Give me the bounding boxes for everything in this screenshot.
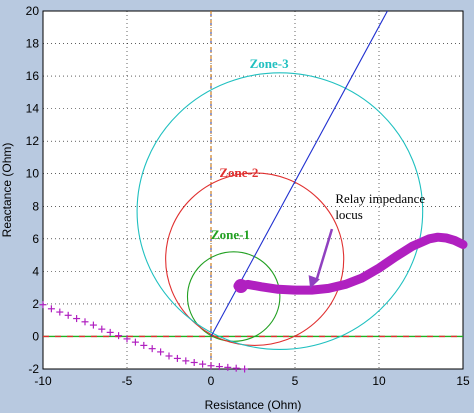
plus-marker	[241, 365, 249, 373]
x-tick-label: 5	[292, 374, 299, 388]
relay-impedance-locus	[233, 232, 468, 295]
plus-marker	[182, 357, 190, 365]
y-tick-label: 4	[32, 264, 39, 278]
plot-area	[42, 10, 464, 370]
x-tick-label: -5	[122, 374, 133, 388]
y-axis-title: Reactance (Ohm)	[0, 143, 14, 238]
plus-marker	[199, 360, 207, 368]
plus-marker	[140, 341, 148, 349]
zone-2-circle	[165, 172, 345, 346]
y-tick-label: 12	[26, 134, 40, 148]
x-axis-title: Resistance (Ohm)	[205, 398, 302, 412]
plus-marker	[39, 301, 47, 309]
y-tick-label: 16	[26, 69, 40, 83]
annotation-text-line: locus	[335, 207, 362, 222]
zone-1-label: Zone-1	[211, 227, 250, 242]
plus-marker	[190, 358, 198, 366]
y-tick-label: 20	[26, 4, 40, 18]
annotation-arrow-head	[308, 275, 320, 289]
zone-3-circle	[136, 72, 424, 351]
plus-marker	[123, 335, 131, 343]
plus-marker	[207, 362, 215, 370]
x-tick-label: 0	[208, 374, 215, 388]
plus-marker	[47, 305, 55, 313]
tick-labels: -10 -5 0 5 10 15 -2 0 2 4 6 8 10 12 14 16 18 20	[26, 4, 470, 388]
y-tick-label: 2	[32, 297, 39, 311]
zone-3-label: Zone-3	[250, 56, 290, 71]
y-tick-label: 8	[32, 199, 39, 213]
plus-marker	[232, 364, 240, 372]
plus-marker	[148, 345, 156, 353]
plus-marker	[81, 318, 89, 326]
plus-marker	[215, 363, 223, 371]
plus-marker	[98, 325, 106, 333]
zone-1-circle	[186, 251, 281, 342]
plus-marker	[73, 315, 81, 323]
plus-marker	[115, 332, 123, 340]
annotation-text-line: Relay impedance	[335, 191, 425, 206]
y-tick-label: 0	[32, 329, 39, 343]
y-tick-label: 14	[26, 102, 40, 116]
x-tick-label: 10	[372, 374, 386, 388]
y-tick-label: -2	[28, 362, 39, 376]
plus-marker	[89, 321, 97, 329]
plus-marker	[56, 308, 64, 316]
plus-marker	[224, 363, 232, 371]
y-tick-label: 18	[26, 37, 40, 51]
zone-2-label: Zone-2	[219, 165, 258, 180]
zero-axes	[43, 11, 463, 369]
plus-marker	[64, 311, 72, 319]
plus-marker	[131, 338, 139, 346]
x-tick-label: -10	[34, 374, 52, 388]
x-tick-label: 15	[456, 374, 470, 388]
locus-start-marker	[233, 279, 248, 294]
plus-marker	[165, 352, 173, 360]
annotation-arrow-shaft	[314, 228, 334, 282]
plus-marker	[173, 354, 181, 362]
y-tick-label: 6	[32, 232, 39, 246]
plus-marker	[106, 328, 114, 336]
y-tick-label: 10	[26, 167, 40, 181]
plus-marker	[157, 348, 165, 356]
